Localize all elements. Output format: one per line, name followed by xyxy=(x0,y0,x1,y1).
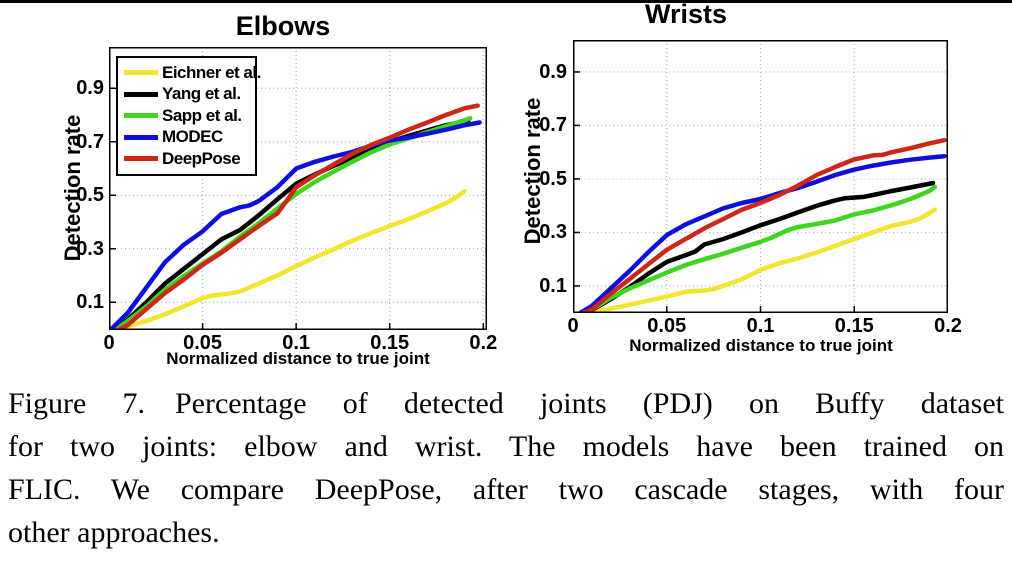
series-line-yang-et-al xyxy=(580,180,936,313)
legend-swatch-eichner-et-al xyxy=(124,70,158,76)
series-line-sapp-et-al xyxy=(580,184,938,313)
x-tick-label: 0.15 xyxy=(834,315,874,337)
legend-label: Yang et al. xyxy=(162,84,241,104)
y-tick-label: 0.5 xyxy=(539,167,567,190)
x-tick-label: 0.05 xyxy=(647,315,687,337)
x-tick-label: 0 xyxy=(567,315,579,337)
caption-line: for two joints: elbow and wrist. The mod… xyxy=(8,430,1004,463)
series-line-eichner-et-al xyxy=(589,207,938,313)
axis-box xyxy=(109,47,487,330)
axis-box xyxy=(573,40,948,313)
series-line-modec xyxy=(578,153,947,313)
x-tick-label: 0.1 xyxy=(746,315,775,337)
series-line-modec xyxy=(110,120,482,330)
x-tick-label: 0.05 xyxy=(183,332,223,354)
legend-swatch-modec xyxy=(124,134,158,140)
plot-area xyxy=(573,40,948,313)
legend-label: MODEC xyxy=(162,127,223,147)
legend-item: Eichner et al. xyxy=(124,62,261,84)
legend-swatch-sapp-et-al xyxy=(124,113,158,119)
x-tick-label: 0.15 xyxy=(370,332,410,354)
legend-label: DeepPose xyxy=(162,148,241,168)
series-line-deeppose xyxy=(582,137,947,313)
x-tick-label: 0.2 xyxy=(469,332,498,354)
y-tick-label: 0.9 xyxy=(539,60,567,83)
legend-label: Eichner et al. xyxy=(162,62,261,82)
x-tick-label: 0.1 xyxy=(282,332,311,354)
legend-item: Sapp et al. xyxy=(124,105,255,127)
y-tick-label: 0.9 xyxy=(76,77,104,100)
series-line-eichner-et-al xyxy=(114,188,467,330)
y-tick-label: 0.7 xyxy=(76,130,104,153)
chart-title: Elbows xyxy=(235,11,331,41)
y-tick-label: 0.5 xyxy=(76,184,104,207)
plot-area xyxy=(109,47,487,330)
legend-swatch-yang-et-al xyxy=(124,91,158,97)
caption-line: FLIC. We compare DeepPose, after two cas… xyxy=(8,473,1004,506)
top-border-line xyxy=(0,0,1012,3)
caption-line: other approaches. xyxy=(8,516,220,549)
chart-title: Wrists xyxy=(644,0,728,29)
series-line-deeppose xyxy=(117,103,480,330)
x-tick-label: 0.2 xyxy=(934,315,962,337)
y-tick-label: 0.3 xyxy=(539,221,567,244)
legend-item: Yang et al. xyxy=(124,84,255,106)
legend: Eichner et al. Yang et al. Sapp et al. MODE… xyxy=(116,56,261,176)
y-tick-label: 0.7 xyxy=(539,114,567,137)
y-tick-label: 0.3 xyxy=(76,237,104,260)
y-tick-label: 0.1 xyxy=(539,274,567,297)
legend-item: MODEC xyxy=(124,127,255,149)
legend-label: Sapp et al. xyxy=(162,105,242,125)
x-tick-label: 0 xyxy=(103,332,115,354)
caption-line: Figure 7. Percentage of detected joints … xyxy=(8,387,1004,420)
y-tick-label: 0.1 xyxy=(76,291,104,314)
legend-swatch-deeppose xyxy=(124,156,158,162)
x-axis-label: Normalized distance to true joint xyxy=(629,336,893,355)
figure-caption: Figure 7. Percentage of detected joints … xyxy=(8,382,1004,554)
x-axis-label: Normalized distance to true joint xyxy=(166,349,430,368)
legend-item: DeepPose xyxy=(124,148,255,170)
